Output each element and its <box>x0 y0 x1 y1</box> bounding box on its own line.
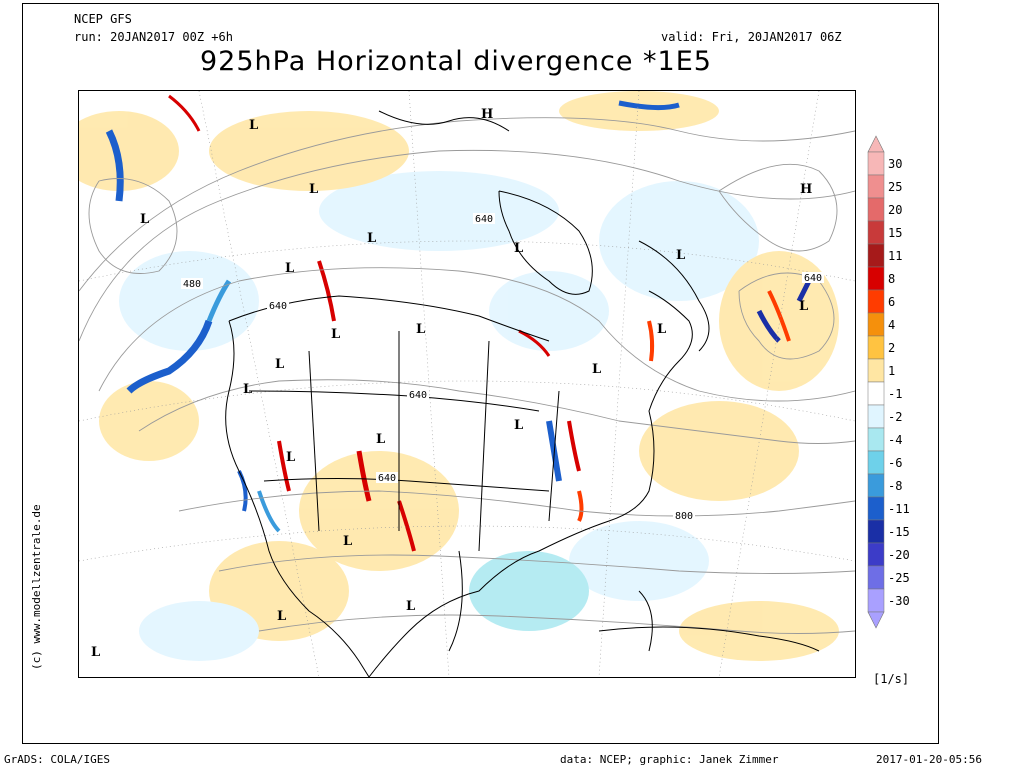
low-pressure-marker: L <box>367 231 376 246</box>
low-pressure-marker: L <box>249 118 258 133</box>
colorbar-swatch <box>867 542 885 567</box>
low-pressure-marker: L <box>799 299 808 314</box>
high-pressure-marker: H <box>481 107 493 122</box>
contour-label: 800 <box>675 511 693 522</box>
low-pressure-marker: L <box>285 261 294 276</box>
colorbar-swatch <box>867 151 885 176</box>
low-pressure-marker: L <box>343 534 352 549</box>
low-pressure-marker: L <box>676 248 685 263</box>
colorbar-swatch <box>867 312 885 337</box>
colorbar-swatch <box>867 289 885 314</box>
colorbar-tick-label: 6 <box>888 294 896 309</box>
low-pressure-marker: L <box>514 418 523 433</box>
footer-timestamp: 2017-01-20-05:56 <box>876 753 982 766</box>
contour-label: 480 <box>183 279 201 290</box>
low-pressure-marker: L <box>286 450 295 465</box>
low-pressure-marker: L <box>657 322 666 337</box>
colorbar-swatch <box>867 473 885 498</box>
colorbar-tick-label: 15 <box>888 225 903 240</box>
colorbar-tick-label: -30 <box>888 593 910 608</box>
low-pressure-marker: L <box>91 645 100 660</box>
colorbar-swatch <box>867 358 885 383</box>
colorbar-units: [1/s] <box>873 672 910 686</box>
colorbar-swatch <box>867 565 885 590</box>
low-pressure-marker: L <box>140 212 149 227</box>
colorbar-tick-label: -6 <box>888 455 903 470</box>
plot-frame <box>22 3 939 744</box>
colorbar-tick-label: -2 <box>888 409 903 424</box>
low-pressure-marker: L <box>243 382 252 397</box>
colorbar-swatch <box>867 519 885 544</box>
colorbar-tick-label: -25 <box>888 570 910 585</box>
colorbar-tick-label: -4 <box>888 432 903 447</box>
colorbar-tick-label: -20 <box>888 547 910 562</box>
colorbar-tick-label: 2 <box>888 340 896 355</box>
map-title: 925hPa Horizontal divergence *1E5 <box>200 46 712 77</box>
low-pressure-marker: L <box>331 327 340 342</box>
colorbar-tick-label: 11 <box>888 248 903 263</box>
model-name: NCEP GFS <box>74 12 132 26</box>
credit-text: (c) www.modellzentrale.de <box>30 504 43 670</box>
low-pressure-marker: L <box>514 241 523 256</box>
colorbar-min-arrow <box>867 611 885 629</box>
colorbar-swatch <box>867 404 885 429</box>
colorbar-swatch <box>867 197 885 222</box>
valid-time: valid: Fri, 20JAN2017 06Z <box>661 30 842 44</box>
colorbar-swatch <box>867 266 885 291</box>
colorbar-tick-label: -1 <box>888 386 903 401</box>
contour-label: 640 <box>269 301 287 312</box>
colorbar <box>864 134 924 630</box>
low-pressure-marker: L <box>277 609 286 624</box>
high-pressure-marker: H <box>800 182 812 197</box>
colorbar-swatch <box>867 381 885 406</box>
colorbar-max-arrow <box>867 135 885 153</box>
colorbar-swatch <box>867 496 885 521</box>
footer-software: GrADS: COLA/IGES <box>4 753 110 766</box>
low-pressure-marker: L <box>275 357 284 372</box>
colorbar-tick-label: 8 <box>888 271 896 286</box>
colorbar-swatch <box>867 588 885 613</box>
low-pressure-marker: L <box>376 432 385 447</box>
colorbar-swatch <box>867 450 885 475</box>
colorbar-tick-label: 25 <box>888 179 903 194</box>
colorbar-tick-label: 20 <box>888 202 903 217</box>
footer-data-credit: data: NCEP; graphic: Janek Zimmer <box>560 753 779 766</box>
contour-label: 640 <box>804 273 822 284</box>
colorbar-tick-label: 1 <box>888 363 896 378</box>
colorbar-swatch <box>867 243 885 268</box>
colorbar-tick-label: 4 <box>888 317 896 332</box>
colorbar-tick-label: -8 <box>888 478 903 493</box>
low-pressure-marker: L <box>592 362 601 377</box>
colorbar-tick-label: 30 <box>888 156 903 171</box>
colorbar-swatch <box>867 335 885 360</box>
colorbar-swatch <box>867 174 885 199</box>
colorbar-tick-label: -15 <box>888 524 910 539</box>
colorbar-swatch <box>867 220 885 245</box>
contour-label: 640 <box>378 473 396 484</box>
colorbar-swatch <box>867 427 885 452</box>
run-time: run: 20JAN2017 00Z +6h <box>74 30 233 44</box>
contour-label: 640 <box>475 214 493 225</box>
contour-label: 640 <box>409 390 427 401</box>
low-pressure-marker: L <box>309 182 318 197</box>
low-pressure-marker: L <box>406 599 415 614</box>
low-pressure-marker: L <box>416 322 425 337</box>
divergence-map: H H L L L L L L L L L L L L L L L L L L L L L 480 640 640 640 640 6… <box>78 90 856 678</box>
colorbar-tick-label: -11 <box>888 501 910 516</box>
